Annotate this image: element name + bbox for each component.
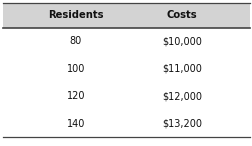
Bar (3, 3, 249, 28)
Text: Residents: Residents (48, 10, 103, 20)
Text: 100: 100 (67, 64, 85, 74)
Text: 120: 120 (66, 91, 85, 101)
Text: $12,000: $12,000 (162, 91, 201, 101)
Text: 140: 140 (67, 119, 85, 129)
Text: 80: 80 (70, 36, 82, 46)
Text: $13,200: $13,200 (162, 119, 201, 129)
Text: $11,000: $11,000 (162, 64, 201, 74)
Text: Costs: Costs (166, 10, 197, 20)
Text: $10,000: $10,000 (162, 36, 201, 46)
